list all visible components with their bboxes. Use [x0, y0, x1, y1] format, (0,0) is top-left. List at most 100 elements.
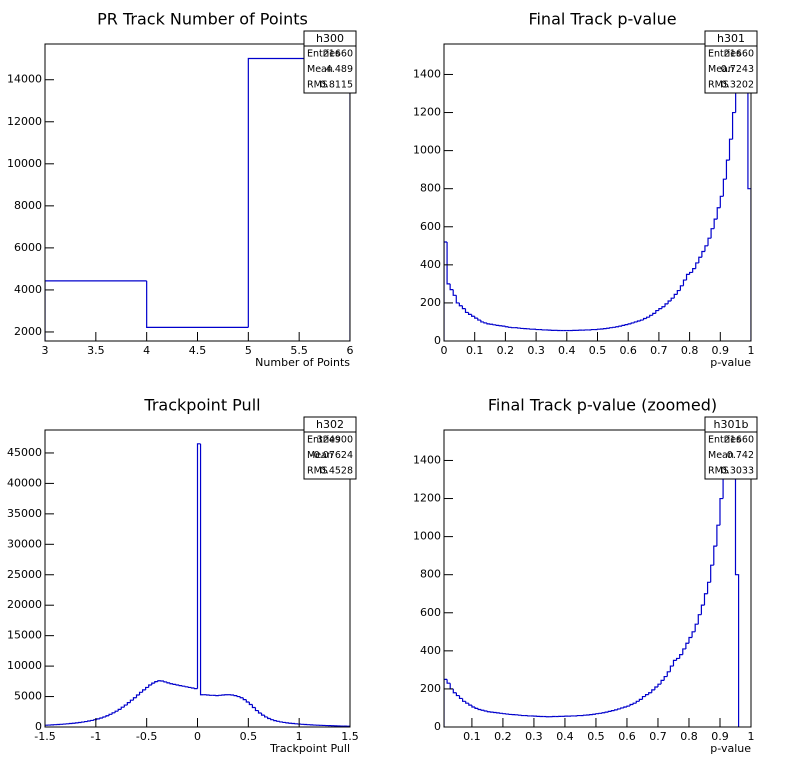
histogram-bin: [193, 688, 198, 690]
x-tick-label: 0: [194, 730, 201, 743]
bars: [45, 57, 350, 341]
histogram-bin: [135, 694, 140, 698]
histogram-bin: [731, 111, 736, 140]
stats-label: Entries: [708, 49, 741, 60]
histogram-bin: [446, 679, 451, 684]
y-tick-label: 25000: [7, 568, 42, 581]
stats-name: h300: [316, 32, 344, 45]
histogram-bin: [635, 700, 640, 704]
histogram-bin: [657, 683, 662, 688]
y-tick-label: 5000: [14, 690, 42, 703]
histogram-panel: Trackpoint Pull -1.5 -1 -0.5 0 0.5 1 1.5 0 5000 10…: [7, 396, 359, 756]
y-tick-label: 800: [420, 182, 441, 195]
histogram-bin: [607, 710, 612, 713]
histogram-bin: [655, 309, 659, 314]
histogram-bin: [507, 326, 512, 328]
stats-box: [303, 30, 357, 94]
y-tick-label: 8000: [14, 199, 42, 212]
histogram-bin: [242, 697, 247, 701]
x-tick-label: 0.8: [681, 344, 699, 357]
histogram-bin: [679, 285, 684, 291]
histogram-bin: [264, 715, 268, 718]
x-tick-label: 0.5: [589, 344, 607, 357]
x-tick-label: 0: [441, 344, 448, 357]
x-tick-label: 0.7: [650, 344, 668, 357]
histogram-bin: [480, 709, 485, 711]
x-tick-label: 0.2: [497, 344, 515, 357]
histogram-bin: [728, 138, 733, 161]
histogram-bin: [233, 695, 238, 697]
histogram-bin: [199, 443, 204, 696]
y-tick-label: 1000: [413, 530, 441, 543]
histogram-bin: [346, 725, 350, 727]
histogram-bin: [251, 704, 256, 709]
histogram-bin: [120, 706, 125, 710]
plot-frame: [443, 429, 752, 728]
histogram-bin: [273, 719, 277, 722]
stats-name: h302: [316, 418, 344, 431]
stats-label: Entries: [307, 49, 340, 60]
histogram-bin: [667, 300, 672, 304]
histogram-bin: [276, 720, 280, 722]
histogram-bin: [196, 443, 201, 689]
histogram-bin: [245, 699, 250, 703]
y-tick-label: 1200: [413, 492, 441, 505]
x-tick-label: 0.7: [649, 730, 667, 743]
histogram-bin: [700, 604, 705, 615]
histogram-bin: [126, 702, 131, 706]
histogram-bin: [617, 708, 621, 710]
stats-value: 0.8115: [320, 80, 353, 91]
histogram-bin: [279, 721, 283, 723]
histogram-bin: [146, 280, 249, 328]
histogram-bin: [660, 679, 665, 685]
histogram-bin: [642, 317, 647, 321]
histogram-bin: [45, 280, 147, 341]
bars: [45, 443, 350, 727]
histogram-bin: [117, 708, 122, 712]
histogram-bin: [239, 696, 244, 699]
histogram-bin: [486, 322, 491, 325]
histogram-bin: [716, 207, 721, 220]
y-tick-label: 600: [420, 220, 441, 233]
x-tick-label: -0.5: [136, 730, 157, 743]
histogram-bin: [658, 308, 662, 311]
histogram-bin: [703, 593, 708, 606]
histogram-bin: [178, 684, 183, 687]
x-tick-label: 5.5: [290, 344, 308, 357]
y-tick-label: 0: [434, 720, 441, 733]
stats-value: 21660: [323, 49, 353, 60]
x-tick-label: 0.1: [466, 344, 484, 357]
histogram-bin: [654, 686, 658, 690]
histogram-bin: [663, 675, 668, 681]
histogram-bin: [629, 703, 634, 707]
histogram-bin: [682, 648, 686, 655]
stats-name: h301b: [714, 418, 749, 431]
histogram-bin: [444, 241, 448, 341]
histogram-bin: [93, 719, 97, 721]
histogram-bin: [45, 724, 49, 727]
histogram-bin: [679, 654, 683, 659]
y-tick-label: 45000: [7, 446, 42, 459]
stats-value: 0.742: [727, 450, 754, 461]
y-tick-label: 12000: [7, 115, 42, 128]
y-tick-label: 10000: [7, 659, 42, 672]
histogram-bin: [719, 497, 724, 526]
histogram-bin: [692, 268, 696, 273]
y-tick-label: 4000: [14, 283, 42, 296]
histogram-bin: [452, 688, 457, 694]
histogram-bin: [639, 319, 644, 322]
histogram-bin: [129, 699, 134, 703]
stats-label: RMS: [708, 466, 729, 477]
x-tick-label: 1: [748, 730, 755, 743]
histogram-bin: [257, 710, 262, 714]
histogram-bin: [710, 564, 714, 583]
histogram-bin: [675, 657, 680, 661]
histogram-bin: [154, 681, 158, 684]
histogram-bin: [449, 683, 454, 690]
stats-label: RMS: [307, 80, 328, 91]
stats-label: Mean: [307, 64, 333, 75]
histogram-bin: [685, 642, 689, 649]
y-tick-label: 0: [434, 334, 441, 347]
histogram-bin: [652, 312, 656, 316]
